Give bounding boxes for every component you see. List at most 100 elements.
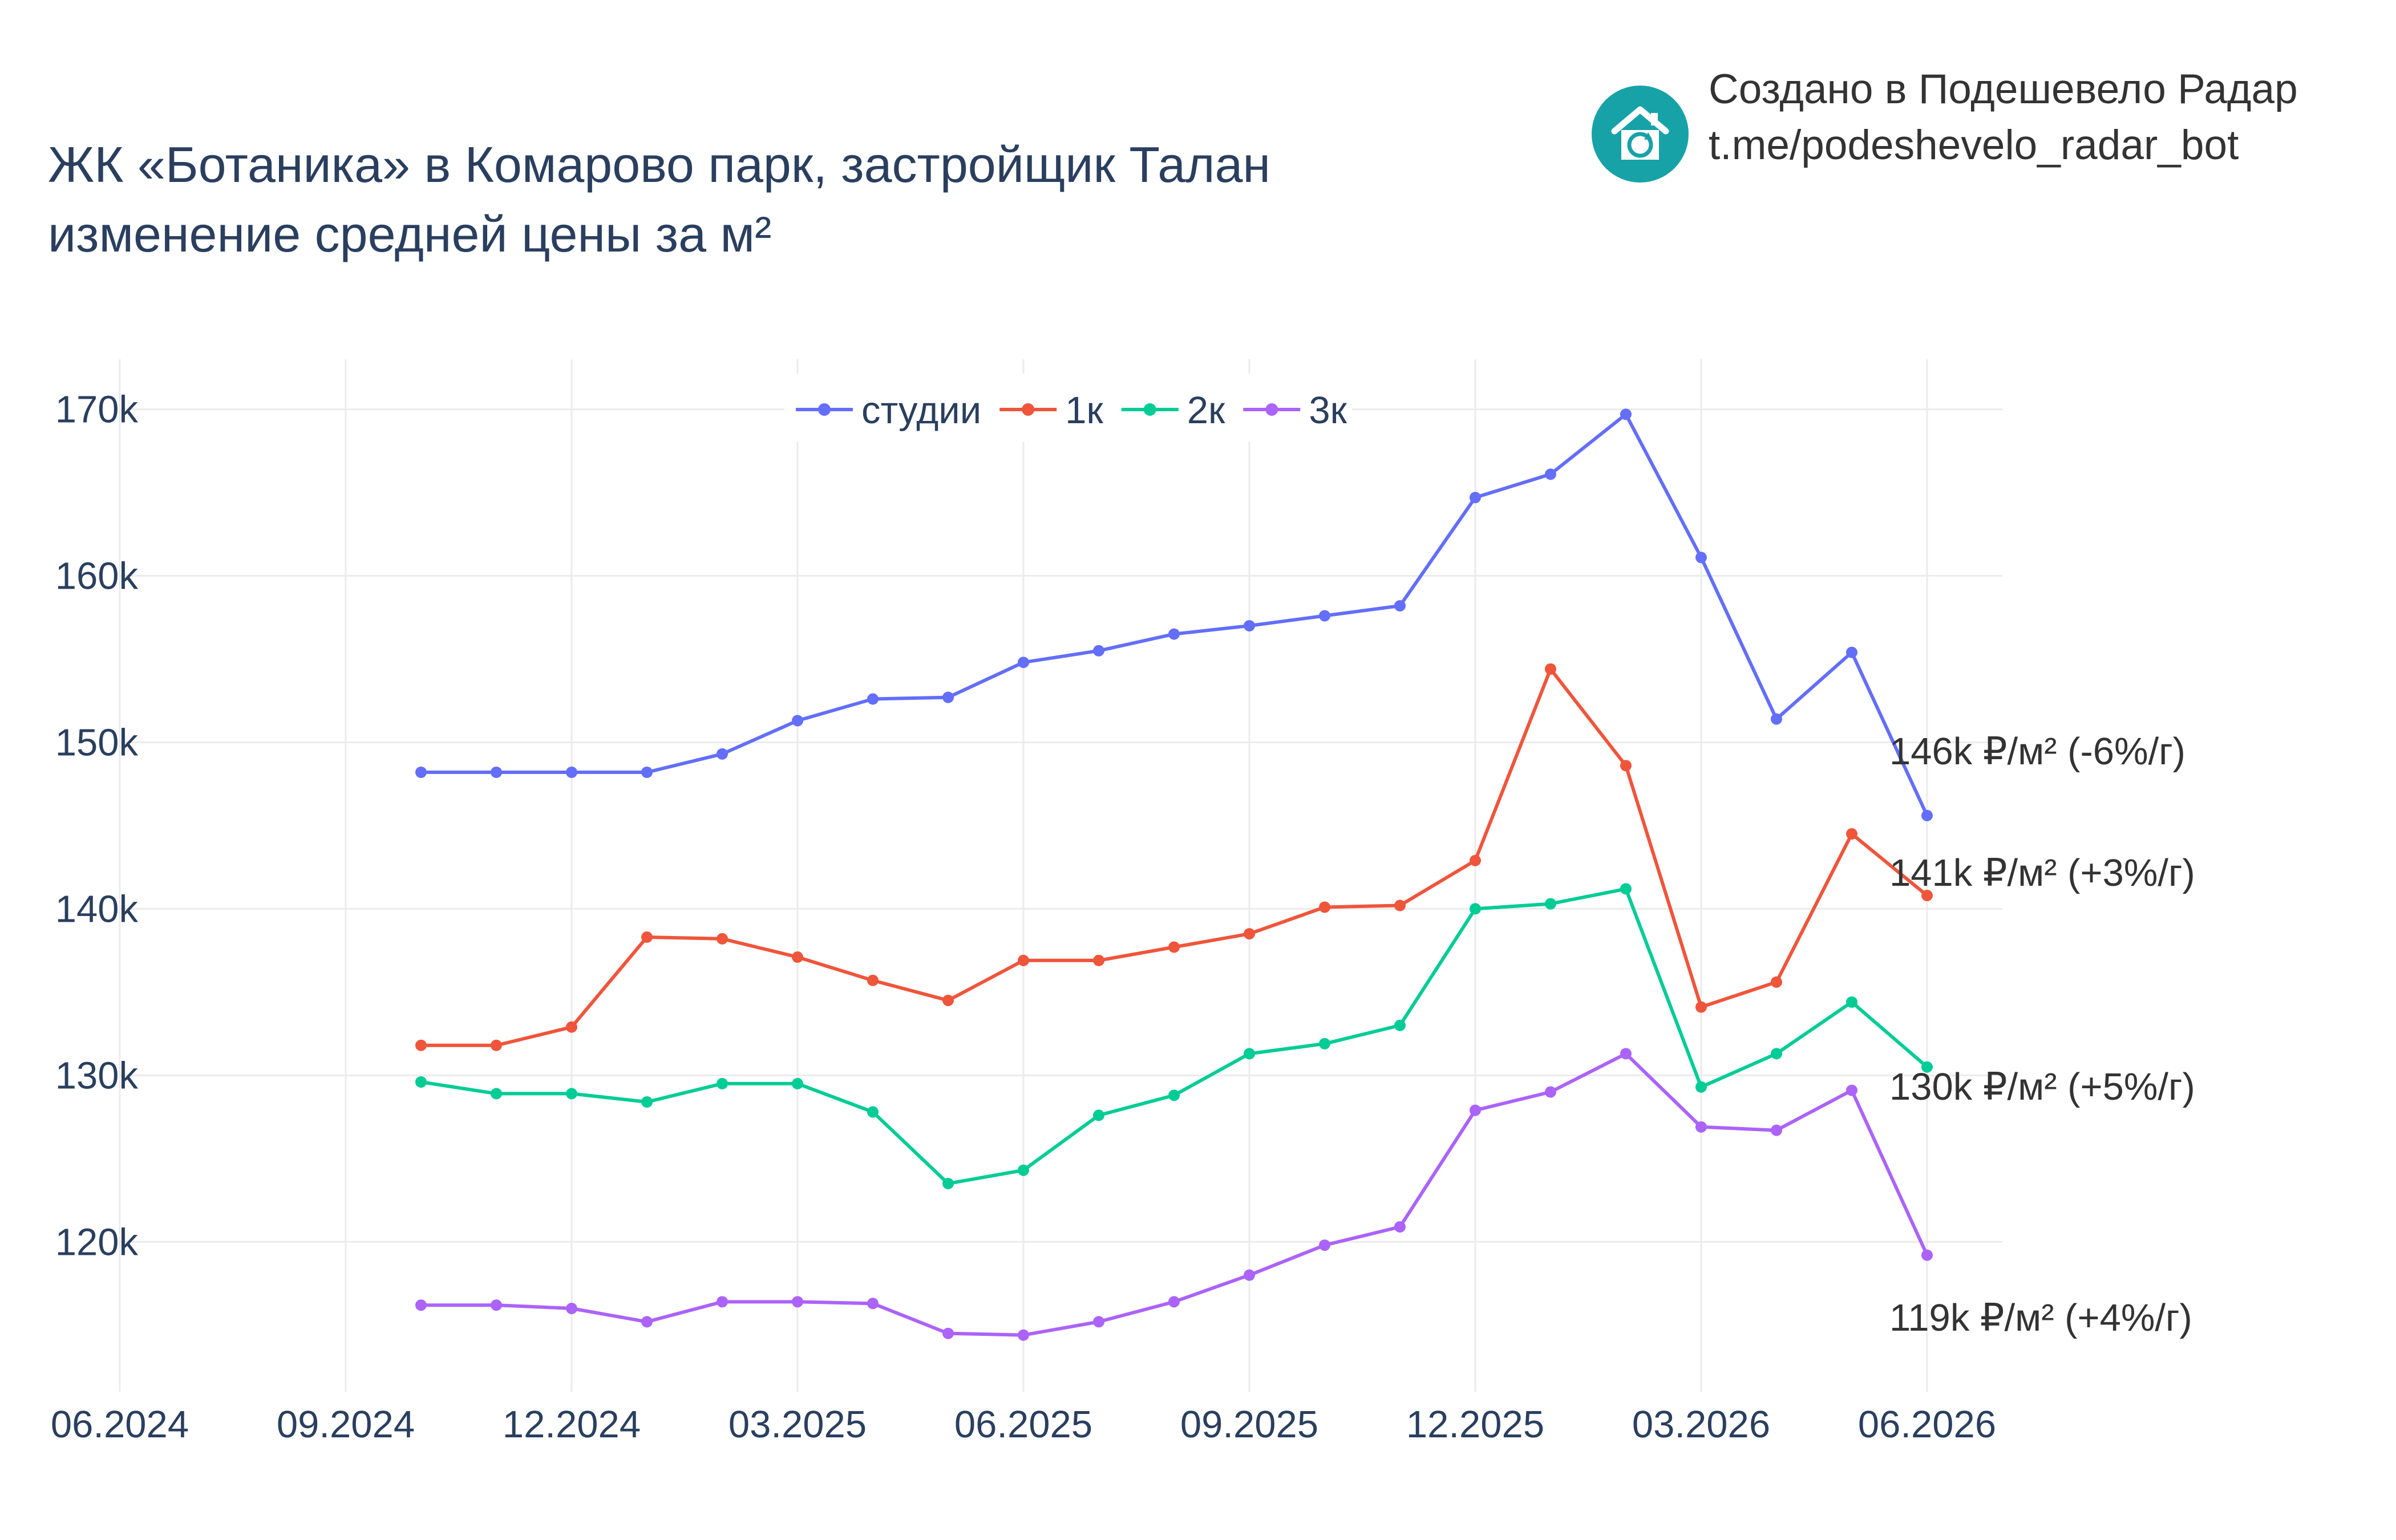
- data-point: [1319, 1038, 1330, 1049]
- data-point: [1771, 1048, 1782, 1060]
- data-point: [1319, 610, 1330, 622]
- legend-item: 3к: [1309, 389, 1347, 432]
- data-point: [1921, 1061, 1933, 1073]
- data-point: [1695, 1121, 1707, 1133]
- data-point: [1018, 656, 1029, 668]
- x-tick-label: 12.2025: [1406, 1403, 1544, 1446]
- legend-marker: [1022, 403, 1035, 416]
- data-point: [415, 1076, 427, 1088]
- data-point: [1470, 854, 1481, 866]
- legend-item: студии: [861, 389, 981, 432]
- y-tick-label: 120k: [55, 1221, 139, 1263]
- data-point: [1319, 1239, 1330, 1251]
- data-point: [1470, 903, 1481, 915]
- data-point: [1470, 1104, 1481, 1116]
- data-point: [1394, 899, 1406, 911]
- y-tick-label: 160k: [55, 555, 139, 598]
- chart-title: ЖК «Ботаника» в Комарово парк, застройщи…: [48, 130, 1270, 269]
- data-point: [1168, 941, 1180, 953]
- data-point: [491, 1299, 502, 1311]
- data-point: [1545, 468, 1556, 480]
- data-point: [1244, 928, 1255, 940]
- data-point: [1394, 1019, 1406, 1031]
- y-tick-label: 140k: [55, 887, 139, 930]
- data-point: [717, 933, 728, 945]
- data-point: [415, 1039, 427, 1051]
- data-point: [1921, 809, 1933, 821]
- legend-marker: [818, 403, 831, 416]
- brand-credit-line-2: t.me/podeshevelo_radar_bot: [1709, 122, 2239, 168]
- data-point: [491, 1039, 502, 1051]
- data-point: [641, 1316, 653, 1328]
- legend: студии 1к 2к 3к: [784, 374, 1352, 442]
- data-point: [566, 767, 577, 778]
- data-point: [1394, 1221, 1406, 1233]
- data-point: [717, 1077, 728, 1089]
- end-label-4: 119k ₽/м² (+4%/г): [1889, 1296, 2192, 1339]
- data-point: [867, 1298, 879, 1310]
- data-point: [867, 974, 879, 986]
- x-tick-label: 09.2024: [277, 1403, 415, 1446]
- data-point: [641, 1096, 653, 1108]
- end-labels: 146k ₽/м² (-6%/г) 141k ₽/м² (+3%/г) 130k ₽…: [1889, 730, 2195, 1339]
- house-refresh-icon: [1592, 86, 1689, 183]
- data-point: [1695, 1081, 1707, 1093]
- data-point: [942, 1327, 954, 1339]
- data-point: [1921, 890, 1933, 902]
- data-point: [1394, 600, 1406, 612]
- chart-title-line-2: изменение средней цены за м²: [48, 206, 772, 262]
- data-point: [491, 1088, 502, 1100]
- data-point: [792, 951, 803, 963]
- data-point: [1620, 883, 1632, 895]
- x-tick-label: 12.2024: [503, 1403, 641, 1446]
- data-point: [415, 1299, 427, 1311]
- data-point: [1620, 760, 1632, 772]
- data-point: [566, 1021, 577, 1033]
- data-point: [792, 1077, 803, 1089]
- data-point: [1168, 1296, 1180, 1308]
- data-point: [942, 691, 954, 703]
- data-point: [867, 693, 879, 705]
- data-point: [942, 1178, 954, 1190]
- data-point: [1771, 713, 1782, 725]
- y-tick-label: 150k: [55, 721, 139, 764]
- legend-marker: [1265, 403, 1278, 416]
- data-point: [1168, 1089, 1180, 1101]
- x-tick-label: 06.2026: [1858, 1403, 1996, 1446]
- data-point: [1921, 1249, 1933, 1261]
- brand-credit-line-1: Создано в Подешевело Радар: [1709, 66, 2298, 112]
- legend-item: 1к: [1065, 389, 1103, 432]
- y-tick-label: 170k: [55, 388, 139, 431]
- data-point: [942, 994, 954, 1006]
- x-tick-label: 03.2025: [728, 1403, 867, 1446]
- y-axis-ticks: 120k 130k 140k 150k 160k 170k: [55, 388, 139, 1264]
- data-point: [641, 931, 653, 943]
- data-point: [1846, 996, 1857, 1008]
- data-point: [1545, 663, 1556, 675]
- y-tick-label: 130k: [55, 1054, 139, 1097]
- data-point: [792, 715, 803, 727]
- series-points: [415, 408, 1933, 1341]
- data-point: [1771, 976, 1782, 988]
- end-label-1: 146k ₽/м² (-6%/г): [1889, 730, 2185, 773]
- data-point: [1018, 1329, 1029, 1341]
- data-point: [1093, 954, 1104, 966]
- data-point: [566, 1088, 577, 1100]
- data-point: [792, 1296, 803, 1308]
- data-point: [1244, 620, 1255, 632]
- data-point: [1846, 646, 1857, 658]
- x-tick-label: 06.2024: [51, 1403, 189, 1446]
- end-label-2: 141k ₽/м² (+3%/г): [1889, 852, 2195, 894]
- data-point: [1846, 828, 1857, 840]
- data-point: [717, 748, 728, 760]
- grid: [119, 359, 2002, 1392]
- data-point: [1168, 628, 1180, 640]
- data-point: [717, 1296, 728, 1308]
- x-tick-label: 09.2025: [1180, 1403, 1318, 1446]
- data-point: [1470, 492, 1481, 504]
- data-point: [1018, 1164, 1029, 1176]
- data-point: [1093, 1109, 1104, 1121]
- data-point: [1695, 1001, 1707, 1013]
- data-point: [1244, 1048, 1255, 1060]
- legend-marker: [1143, 403, 1156, 416]
